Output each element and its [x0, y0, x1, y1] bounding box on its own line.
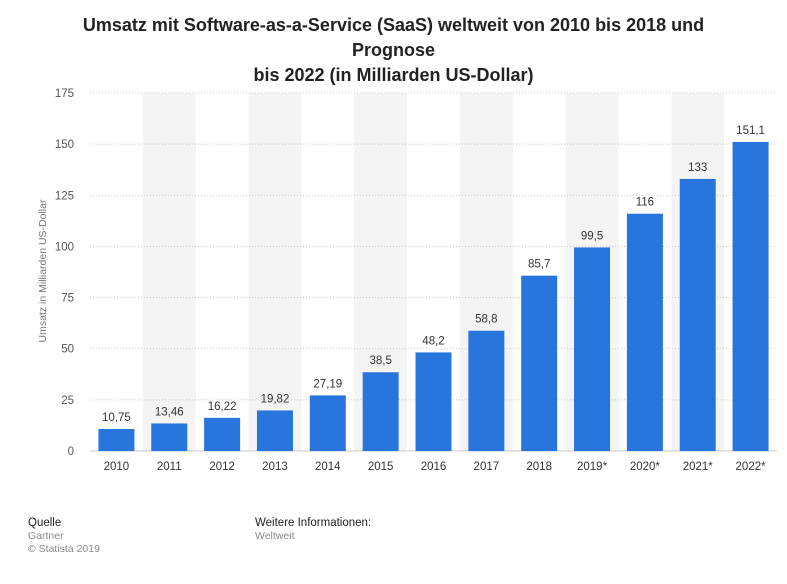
value-label: 99,5 — [581, 230, 603, 242]
copyright: © Statista 2019 — [28, 543, 100, 555]
source-heading: Quelle — [28, 517, 62, 529]
y-tick-label: 75 — [61, 293, 74, 305]
bar-2022 — [732, 141, 769, 451]
value-label: 151,1 — [736, 125, 765, 137]
x-tick-label: 2017 — [474, 461, 500, 473]
y-tick-label: 175 — [55, 88, 74, 100]
value-label: 116 — [636, 197, 654, 209]
value-label: 85,7 — [528, 259, 550, 271]
background-band — [248, 93, 302, 451]
background-band — [142, 93, 196, 451]
bars — [98, 141, 769, 452]
value-label: 13,46 — [155, 406, 184, 418]
chart-title: Umsatz mit Software-as-a-Service (SaaS) … — [40, 13, 747, 88]
bar-2011 — [151, 423, 188, 451]
x-tick-label: 2022* — [736, 461, 767, 473]
value-label: 10,75 — [102, 412, 131, 424]
source-name: Gartner — [28, 530, 64, 542]
bar-2017 — [468, 330, 505, 451]
bar-2020 — [626, 213, 663, 451]
bar-2021 — [679, 178, 716, 452]
chart-title-line-1: Umsatz mit Software-as-a-Service (SaaS) … — [82, 15, 705, 60]
bar-2012 — [204, 417, 241, 451]
bar-2010 — [98, 429, 135, 451]
x-tick-label: 2011 — [157, 461, 182, 473]
y-tick-label: 150 — [55, 139, 74, 151]
info-heading[interactable]: Weitere Informationen: — [255, 517, 372, 529]
x-tick-label: 2010 — [104, 461, 130, 473]
bar-2015 — [362, 372, 399, 451]
bar-chart: 0 25 50 75 100 125 150 175 10,75 13,46 16,22 19,82… — [37, 88, 777, 473]
info-block: Weitere Informationen: Weltweit — [255, 517, 371, 543]
bar-2014 — [309, 395, 346, 451]
x-axis-ticks: 2010 2011 2012 2013 2014 2015 2016 2017 2018 2019… — [104, 461, 767, 473]
value-label: 19,82 — [261, 393, 290, 405]
value-label: 133 — [688, 162, 707, 174]
x-tick-label: 2013 — [262, 461, 288, 473]
source-block: Quelle Gartner © Statista 2019 — [28, 517, 100, 556]
chart-title-line-2: bis 2022 (in Milliarden US-Dollar) — [253, 65, 534, 85]
value-label: 38,5 — [369, 355, 391, 367]
info-text: Weltweit — [255, 530, 295, 542]
bar-2018 — [521, 275, 558, 451]
x-tick-label: 2019* — [577, 461, 608, 473]
y-tick-label: 0 — [68, 446, 74, 458]
x-tick-label: 2016 — [421, 461, 447, 473]
x-tick-label: 2020* — [630, 461, 661, 473]
bar-2016 — [415, 352, 452, 451]
x-tick-label: 2015 — [368, 461, 394, 473]
y-tick-label: 100 — [55, 241, 74, 253]
y-axis-ticks: 0 25 50 75 100 125 150 175 — [55, 88, 74, 458]
value-label: 16,22 — [208, 401, 237, 413]
x-tick-label: 2014 — [315, 461, 341, 473]
y-axis-label: Umsatz in Milliarden US-Dollar — [37, 199, 49, 342]
value-label: 58,8 — [475, 314, 497, 326]
bar-2013 — [256, 410, 293, 451]
bar-2019 — [574, 247, 611, 451]
x-tick-label: 2012 — [209, 461, 235, 473]
value-labels: 10,75 13,46 16,22 19,82 27,19 38,5 48,2 58,8 85,… — [102, 125, 765, 424]
value-label: 48,2 — [422, 335, 444, 347]
y-tick-label: 25 — [61, 395, 74, 407]
x-tick-label: 2021* — [683, 461, 714, 473]
value-label: 27,19 — [313, 378, 342, 390]
y-tick-label: 125 — [55, 190, 74, 202]
x-tick-label: 2018 — [526, 461, 552, 473]
y-tick-label: 50 — [61, 344, 74, 356]
